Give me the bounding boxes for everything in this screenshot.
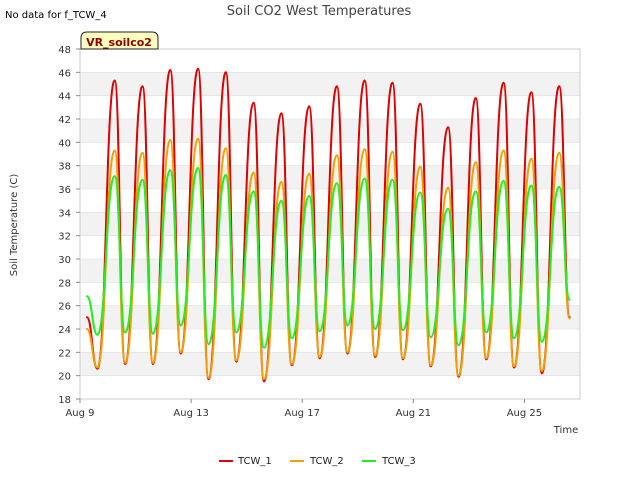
legend-item-tcw2: TCW_2 — [290, 456, 344, 467]
no-data-note: No data for f_TCW_4 — [5, 10, 107, 21]
grid-band — [80, 329, 580, 353]
y-axis-label: Soil Temperature (C) — [9, 174, 20, 277]
x-tick-label: Aug 9 — [65, 408, 94, 419]
y-tick-label: 28 — [58, 278, 71, 289]
vr-badge: VR_soilco2 — [80, 31, 159, 50]
y-tick-label: 20 — [58, 372, 71, 383]
grid-band — [80, 119, 580, 143]
y-tick-label: 42 — [58, 115, 71, 126]
grid-band — [80, 282, 580, 306]
legend-label-tcw2: TCW_2 — [309, 456, 344, 467]
x-tick-label: Aug 25 — [507, 408, 542, 419]
y-tick-label: 22 — [58, 348, 71, 359]
y-tick-label: 32 — [58, 232, 71, 243]
y-tick-label: 46 — [58, 68, 71, 79]
y-tick-label: 40 — [58, 138, 71, 149]
series-line-tcw3 — [85, 167, 571, 349]
grid-band — [80, 72, 580, 96]
grid-band — [80, 352, 580, 376]
legend-label-tcw1: TCW_1 — [237, 456, 272, 467]
x-tick-label: Aug 17 — [285, 408, 320, 419]
y-tick-label: 38 — [58, 162, 71, 173]
x-tick-label: Aug 21 — [396, 408, 431, 419]
x-axis-ticks: Aug 9 Aug 13 Aug 17 Aug 21 Aug 25 — [65, 399, 542, 419]
legend-item-tcw1: TCW_1 — [219, 456, 272, 467]
y-tick-label: 18 — [58, 395, 71, 406]
x-tick-label: Aug 13 — [173, 408, 208, 419]
vr-badge-label: VR_soilco2 — [86, 36, 152, 49]
y-tick-label: 30 — [58, 255, 71, 266]
legend-label-tcw3: TCW_3 — [381, 456, 416, 467]
grid-band — [80, 235, 580, 259]
grid-band — [80, 259, 580, 283]
y-tick-label: 44 — [58, 92, 71, 103]
y-tick-label: 26 — [58, 302, 71, 313]
legend-item-tcw3: TCW_3 — [362, 456, 416, 467]
y-axis-ticks: 18 20 22 24 26 28 30 32 34 36 38 40 42 44 46 48 — [58, 45, 80, 406]
y-tick-label: 24 — [58, 325, 71, 336]
vr-badge-box — [80, 31, 159, 50]
plot-area-border — [79, 48, 581, 400]
y-tick-label: 34 — [58, 208, 71, 219]
grid-band — [80, 49, 580, 73]
grid-band — [80, 305, 580, 329]
y-tick-label: 48 — [58, 45, 71, 56]
grid-band — [80, 375, 580, 399]
legend: TCW_1 TCW_2 TCW_3 — [219, 456, 416, 467]
series-lines — [85, 67, 571, 383]
x-axis-label: Time — [553, 425, 578, 436]
chart-title: Soil CO2 West Temperatures — [227, 4, 412, 19]
grid-band — [80, 95, 580, 119]
y-tick-label: 36 — [58, 185, 71, 196]
